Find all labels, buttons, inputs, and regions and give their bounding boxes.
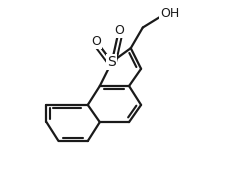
Text: O: O [114,24,124,37]
Text: OH: OH [160,7,179,20]
Text: O: O [91,35,101,48]
Text: S: S [107,55,116,69]
